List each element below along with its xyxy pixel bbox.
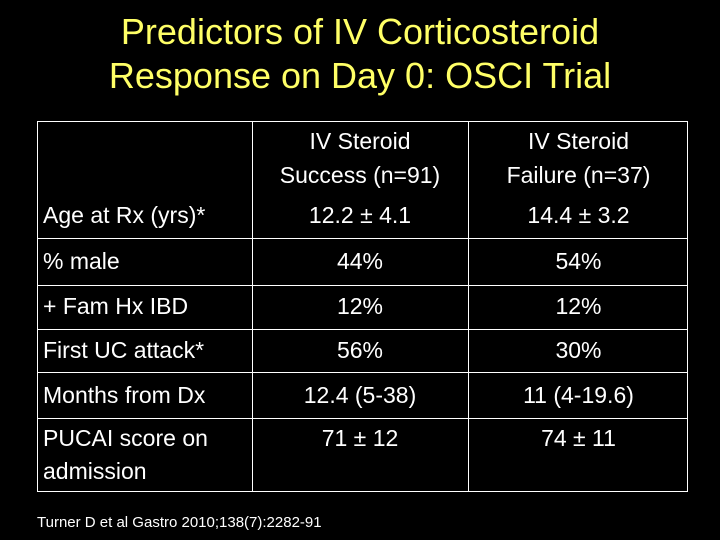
header-success-line-1: IV Steroid: [309, 128, 411, 154]
row-age-success: 12.2 ± 4.1: [308, 202, 412, 228]
row-fam-hx-failure: 12%: [555, 293, 602, 319]
predictors-table: IV Steroid Success (n=91) IV Steroid Fai…: [37, 121, 688, 492]
row-fam-hx-success: 12%: [336, 293, 384, 319]
table-divider-vertical-2: [468, 122, 469, 491]
row-age-failure: 14.4 ± 3.2: [527, 202, 630, 228]
row-months-dx-failure: 11 (4-19.6): [523, 382, 634, 408]
header-failure-line-2: Failure (n=37): [506, 162, 651, 188]
table-divider-horizontal-5: [38, 418, 687, 419]
citation: Turner D et al Gastro 2010;138(7):2282-9…: [37, 514, 322, 531]
row-label-months-dx: Months from Dx: [43, 382, 206, 408]
row-pucai-failure: 74 ± 11: [541, 425, 616, 451]
row-label-age: Age at Rx (yrs)*: [43, 202, 206, 228]
row-months-dx-success: 12.4 (5-38): [303, 382, 417, 408]
slide-title-line-2: Response on Day 0: OSCI Trial: [108, 55, 612, 96]
table-divider-horizontal-4: [38, 372, 687, 373]
row-first-uc-success: 56%: [336, 337, 384, 363]
row-label-pucai-line-2: admission: [43, 458, 147, 484]
table-divider-horizontal-3: [38, 329, 687, 330]
header-success-line-2: Success (n=91): [279, 162, 441, 188]
row-pucai-success: 71 ± 12: [321, 425, 399, 451]
header-failure-line-1: IV Steroid: [528, 128, 629, 154]
row-label-first-uc: First UC attack*: [43, 337, 205, 363]
table-divider-horizontal-2: [38, 285, 687, 286]
row-label-male: % male: [43, 248, 120, 274]
row-male-success: 44%: [336, 248, 384, 274]
table-divider-vertical-1: [252, 122, 253, 491]
row-label-pucai-line-1: PUCAI score on: [43, 425, 208, 451]
slide-title-line-1: Predictors of IV Corticosteroid: [120, 11, 600, 52]
row-male-failure: 54%: [555, 248, 602, 274]
slide-title: Predictors of IV Corticosteroid Response…: [0, 10, 720, 98]
row-first-uc-failure: 30%: [555, 337, 602, 363]
row-label-fam-hx: + Fam Hx IBD: [43, 293, 189, 319]
table-divider-horizontal-1: [38, 238, 687, 239]
